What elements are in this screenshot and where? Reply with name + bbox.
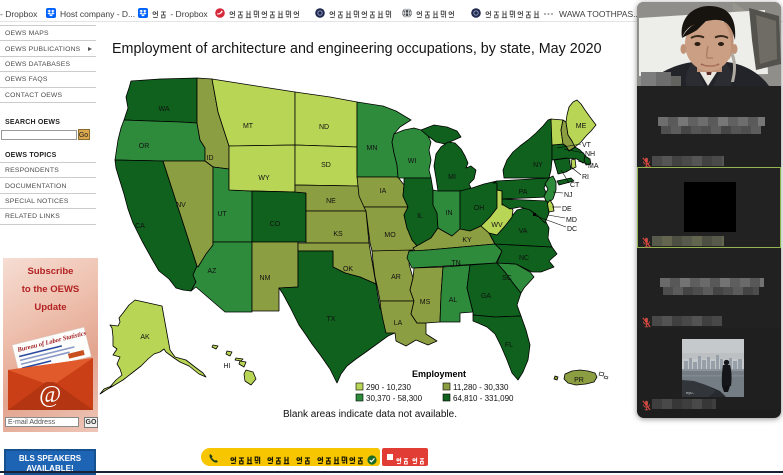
svg-text:KY: KY: [462, 237, 472, 244]
svg-text:CA: CA: [135, 223, 145, 230]
svg-text:AZ: AZ: [208, 268, 218, 275]
svg-text:AL: AL: [449, 297, 458, 304]
svg-text:OR: OR: [139, 143, 150, 150]
svg-text:SD: SD: [321, 162, 331, 169]
svg-text:HI: HI: [224, 363, 231, 370]
svg-text:IL: IL: [417, 213, 423, 220]
svg-text:NV: NV: [176, 202, 186, 209]
svg-text:NY: NY: [533, 162, 543, 169]
svg-text:MI: MI: [448, 174, 456, 181]
svg-text:AK: AK: [140, 334, 150, 341]
svg-text:64,810 - 331,090: 64,810 - 331,090: [453, 394, 514, 403]
svg-text:NC: NC: [519, 255, 529, 262]
svg-text:NE: NE: [326, 198, 336, 205]
svg-text:LA: LA: [394, 320, 403, 327]
svg-text:IN: IN: [446, 210, 453, 217]
svg-text:UT: UT: [217, 211, 227, 218]
svg-text:WV: WV: [491, 222, 503, 229]
svg-text:Employment: Employment: [412, 369, 466, 379]
svg-text:OH: OH: [474, 205, 485, 212]
svg-text:IA: IA: [380, 188, 387, 195]
svg-text:Blank areas indicate data not: Blank areas indicate data not available.: [283, 409, 457, 420]
svg-text:MS: MS: [420, 299, 431, 306]
svg-text:MA: MA: [588, 163, 599, 170]
svg-text:PA: PA: [519, 189, 528, 196]
svg-text:SC: SC: [502, 275, 512, 282]
svg-text:AR: AR: [391, 274, 401, 281]
svg-text:11,280 - 30,330: 11,280 - 30,330: [453, 383, 509, 392]
svg-text:ND: ND: [319, 124, 329, 131]
svg-text:DE: DE: [562, 206, 572, 213]
svg-text:WA: WA: [158, 106, 169, 113]
svg-text:@: @: [39, 382, 61, 408]
svg-text:FL: FL: [505, 342, 513, 349]
svg-text:NM: NM: [260, 275, 271, 282]
svg-text:ME: ME: [576, 123, 587, 130]
svg-text:DC: DC: [567, 226, 577, 233]
svg-text:WI: WI: [408, 158, 417, 165]
svg-text:CO: CO: [270, 221, 281, 228]
svg-text:VT: VT: [582, 142, 592, 149]
svg-text:MD: MD: [566, 217, 577, 224]
svg-text:TX: TX: [327, 316, 336, 323]
svg-text:VA: VA: [519, 228, 528, 235]
svg-text:OK: OK: [343, 266, 353, 273]
svg-text:ID: ID: [207, 155, 214, 162]
svg-text:PR: PR: [574, 377, 584, 384]
svg-text:NJ: NJ: [564, 192, 573, 199]
svg-text:MN: MN: [367, 145, 378, 152]
svg-text:KS: KS: [333, 231, 343, 238]
svg-text:NH: NH: [585, 151, 595, 158]
svg-text:TN: TN: [451, 260, 460, 267]
svg-text:MT: MT: [243, 123, 254, 130]
svg-text:MO: MO: [384, 232, 396, 239]
svg-text:WY: WY: [258, 175, 270, 182]
svg-text:30,370 - 58,300: 30,370 - 58,300: [366, 394, 423, 403]
svg-text:nyu..: nyu..: [686, 390, 695, 395]
svg-text:290 - 10,230: 290 - 10,230: [366, 383, 411, 392]
svg-text:GA: GA: [481, 293, 491, 300]
svg-text:RI: RI: [582, 174, 589, 181]
svg-text:CT: CT: [570, 182, 580, 189]
